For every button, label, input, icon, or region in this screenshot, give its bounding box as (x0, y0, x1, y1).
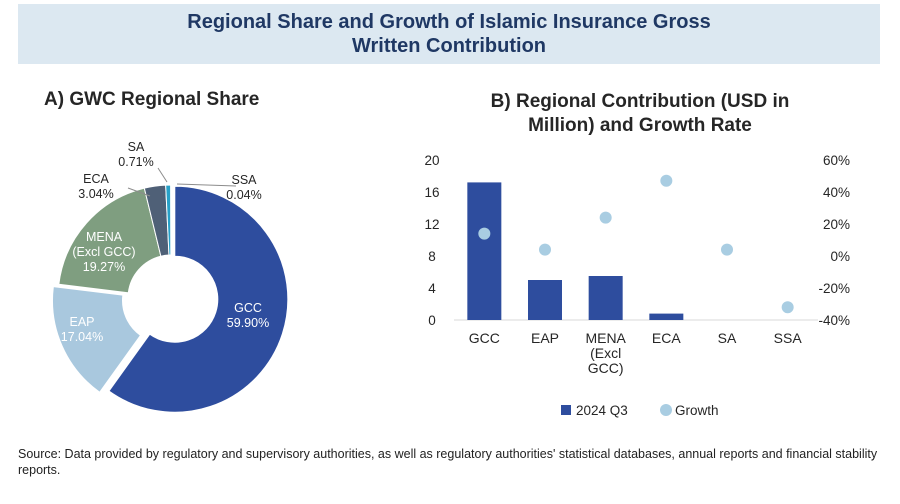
x-tick-sa: SA (718, 330, 737, 346)
growth-point-sa (721, 243, 733, 256)
x-tick-ssa: SSA (774, 330, 803, 346)
x-tick-gcc: GCC (469, 330, 500, 346)
x-tick-mena-excl-gcc-line2: GCC) (588, 360, 624, 376)
pie-chart-title: A) GWC Regional Share (44, 89, 260, 110)
y-right-tick-0: 0% (830, 249, 850, 264)
pie-label-ssa: SSA (231, 173, 257, 187)
x-tick-mena-excl-gcc-line1: (Excl (590, 345, 621, 361)
y-left-tick-4: 4 (428, 281, 436, 296)
y-right-tick-40: 40% (823, 185, 850, 200)
pie-label-mena-excl-gcc: MENA (86, 230, 123, 244)
bar-eap (528, 280, 562, 320)
y-left-tick-0: 0 (428, 313, 436, 328)
x-tick-eca: ECA (652, 330, 681, 346)
y-right-tick-60: 60% (823, 153, 850, 168)
pie-label-gcc: GCC (234, 301, 262, 315)
x-tick-eap: EAP (531, 330, 559, 346)
bar-eca (649, 313, 684, 320)
y-left-tick-8: 8 (428, 249, 436, 264)
pie-value-eap: 17.04% (61, 330, 103, 344)
pie-value-ssa: 0.04% (226, 188, 261, 202)
growth-point-mena-excl-gcc (599, 211, 612, 224)
pie-leader-eca (127, 187, 151, 197)
main-title: Regional Share and Growth of Islamic Ins… (187, 11, 711, 57)
pie-value-sa: 0.71% (118, 155, 153, 169)
growth-point-ssa (781, 301, 794, 314)
pie-label-eap: EAP (69, 315, 94, 329)
pie-label-mena-excl-gcc-line1: (Excl GCC) (72, 245, 135, 259)
x-tick-mena-excl-gcc: MENA (585, 330, 626, 346)
y-right-tick-20: 20% (823, 217, 850, 232)
source-note: Source: Data provided by regulatory and … (18, 447, 878, 477)
legend-swatch-bar (561, 405, 571, 415)
y-left-tick-20: 20 (424, 153, 439, 168)
pie-leader-ssa (176, 183, 237, 187)
y-right-tick-neg40: -40% (818, 313, 850, 328)
growth-point-eca (660, 174, 673, 187)
bar-mena-excl-gcc (588, 276, 623, 320)
pie-label-eca: ECA (83, 172, 109, 186)
legend-label-growth: Growth (675, 403, 719, 418)
main-title-band: Regional Share and Growth of Islamic Ins… (18, 4, 880, 64)
pie-leader-sa (157, 167, 168, 183)
pie-value-gcc: 59.90% (227, 316, 269, 330)
legend-label-bar: 2024 Q3 (576, 403, 628, 418)
pie-value-mena-excl-gcc: 19.27% (83, 260, 125, 274)
pie-label-sa: SA (128, 140, 145, 154)
pie-slice-eap (52, 286, 142, 393)
y-left-tick-16: 16 (424, 185, 439, 200)
growth-point-gcc (478, 227, 491, 240)
y-right-tick-neg20: -20% (818, 281, 850, 296)
pie-value-eca: 3.04% (78, 187, 113, 201)
legend-swatch-growth (660, 404, 672, 416)
bar-chart-title: B) Regional Contribution (USD in Million… (490, 91, 790, 136)
bar-gcc (467, 182, 502, 320)
y-left-tick-12: 12 (424, 217, 439, 232)
pie-slice-gcc (108, 185, 289, 413)
growth-point-eap (539, 243, 551, 256)
